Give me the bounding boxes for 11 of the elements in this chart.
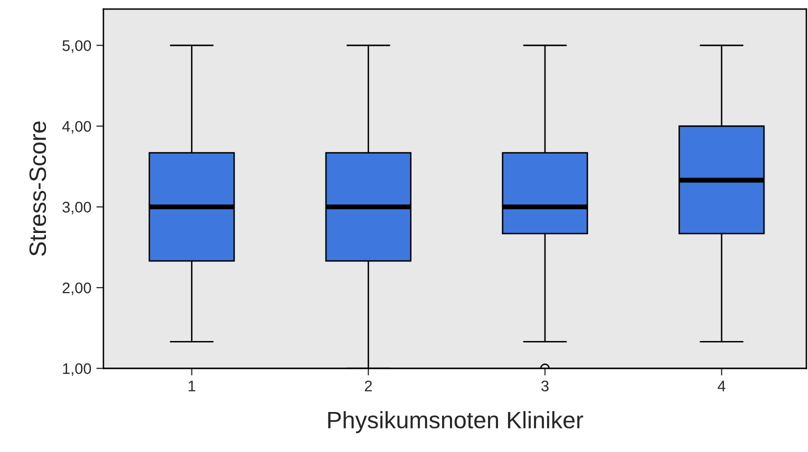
y-tick-label: 3,00 <box>62 202 92 214</box>
y-axis-title: Stress-Score <box>29 122 46 256</box>
x-tick-label: 3 <box>541 380 549 392</box>
x-tick-label: 4 <box>718 380 726 392</box>
y-tick-label: 5,00 <box>62 40 92 53</box>
x-tick-label: 2 <box>364 380 372 392</box>
y-tick-label: 2,00 <box>62 282 92 296</box>
x-axis-title: Physikumsnoten Kliniker <box>328 411 584 434</box>
y-tick-label: 4,00 <box>62 120 92 134</box>
x-tick-label: 1 <box>188 380 196 392</box>
y-tick-label: 1,00 <box>63 363 92 376</box>
